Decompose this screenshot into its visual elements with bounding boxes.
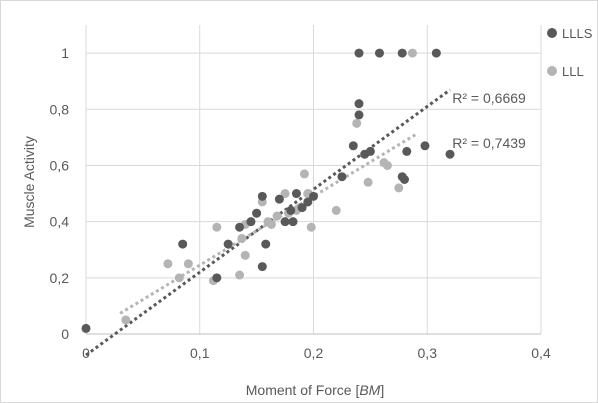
x-tick-label: 0,2 bbox=[304, 345, 324, 361]
data-point-llls bbox=[246, 217, 256, 227]
data-point-llls bbox=[212, 273, 222, 283]
data-point-lll bbox=[280, 189, 290, 199]
data-point-llls bbox=[178, 239, 188, 249]
x-tick-label: 0,3 bbox=[418, 345, 438, 361]
legend: LLLS LLL bbox=[547, 26, 593, 79]
legend-marker-lll bbox=[547, 66, 557, 76]
r-squared-label: R² = 0,6669 bbox=[452, 90, 526, 106]
legend-label-llls: LLLS bbox=[562, 26, 593, 41]
data-point-lll bbox=[363, 177, 373, 187]
data-point-llls bbox=[400, 175, 409, 184]
y-axis-title: Muscle Activity bbox=[21, 136, 37, 228]
data-point-lll bbox=[212, 222, 222, 232]
data-point-llls bbox=[402, 146, 412, 156]
y-tick-label: 0,8 bbox=[50, 101, 70, 117]
data-point-llls bbox=[309, 191, 318, 201]
y-tick-label: 0,6 bbox=[50, 157, 70, 173]
data-point-llls bbox=[431, 48, 441, 58]
y-tick-label: 0 bbox=[61, 326, 69, 342]
data-point-lll bbox=[331, 205, 341, 215]
data-point-llls bbox=[420, 141, 430, 151]
data-point-lll bbox=[266, 219, 276, 229]
data-point-llls bbox=[223, 239, 233, 249]
data-point-llls bbox=[286, 205, 296, 215]
data-point-lll bbox=[272, 211, 282, 221]
data-point-llls bbox=[288, 217, 298, 227]
y-tick-label: 0,2 bbox=[50, 270, 70, 286]
data-points bbox=[81, 48, 455, 333]
data-point-lll bbox=[394, 183, 404, 193]
data-point-lll bbox=[237, 233, 247, 243]
x-tick-label: 0 bbox=[82, 345, 90, 361]
data-point-llls bbox=[365, 146, 375, 156]
x-tick-label: 0,4 bbox=[531, 345, 551, 361]
x-tick-label: 0,1 bbox=[190, 345, 210, 361]
data-point-lll bbox=[352, 118, 362, 128]
data-point-llls bbox=[354, 110, 364, 120]
data-point-lll bbox=[306, 222, 316, 232]
data-point-lll bbox=[174, 273, 184, 283]
data-point-llls bbox=[257, 191, 267, 201]
data-point-llls bbox=[274, 194, 284, 204]
x-axis-title: Moment of Force [BM] bbox=[246, 382, 384, 398]
data-point-llls bbox=[374, 48, 384, 58]
data-point-llls bbox=[445, 149, 455, 159]
data-point-llls bbox=[297, 203, 307, 213]
data-point-llls bbox=[280, 217, 290, 227]
data-point-llls bbox=[303, 197, 313, 207]
data-point-llls bbox=[348, 141, 358, 151]
data-point-llls bbox=[354, 48, 364, 58]
data-point-llls bbox=[235, 222, 245, 232]
data-point-lll bbox=[240, 250, 250, 260]
data-point-llls bbox=[252, 208, 262, 218]
data-point-llls bbox=[81, 323, 91, 333]
data-point-llls bbox=[397, 48, 407, 58]
data-point-lll bbox=[235, 270, 245, 280]
y-tick-label: 0,4 bbox=[50, 214, 70, 230]
data-point-lll bbox=[382, 160, 392, 170]
data-point-llls bbox=[337, 172, 347, 182]
data-point-lll bbox=[183, 259, 193, 269]
trendlines bbox=[85, 88, 451, 357]
data-point-llls bbox=[257, 262, 267, 272]
data-point-lll bbox=[407, 48, 417, 58]
data-point-lll bbox=[299, 169, 309, 179]
gridlines bbox=[85, 25, 542, 335]
data-point-lll bbox=[163, 259, 173, 269]
y-tick-label: 1 bbox=[61, 45, 69, 61]
legend-marker-llls bbox=[547, 28, 557, 38]
trendline-lll bbox=[119, 133, 417, 315]
data-point-llls bbox=[261, 239, 271, 249]
labels: Moment of Force [BM] Muscle Activity 0 0,… bbox=[21, 45, 551, 398]
data-point-lll bbox=[121, 315, 131, 325]
legend-label-lll: LLL bbox=[562, 64, 584, 79]
data-point-llls bbox=[291, 189, 301, 199]
r-squared-label: R² = 0,7439 bbox=[452, 135, 526, 151]
data-point-llls bbox=[354, 99, 364, 109]
